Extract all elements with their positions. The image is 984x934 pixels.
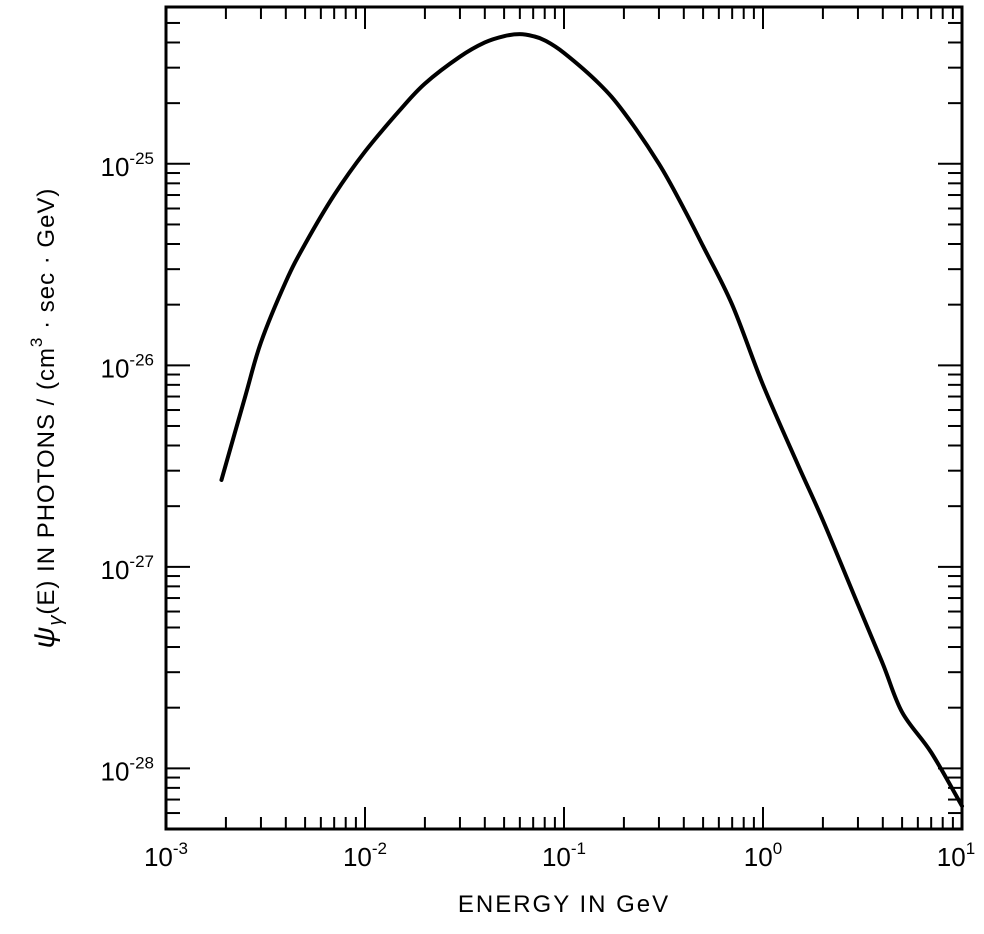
x-tick-label-1: 10-2 xyxy=(343,839,387,872)
y-tick-labels: 10-25 10-26 10-27 10-28 xyxy=(101,149,155,787)
y-tick-label-2: 10-27 xyxy=(101,552,155,585)
y-axis-label-sub: γ xyxy=(45,615,67,626)
x-tick-label-3: 100 xyxy=(744,839,782,872)
tick-marks xyxy=(165,7,963,830)
y-tick-label-3: 10-28 xyxy=(101,753,155,786)
y-tick-label-0: 10-25 xyxy=(101,149,155,182)
x-axis-label: ENERGY IN GeV xyxy=(458,891,670,918)
x-tick-label-4: 101 xyxy=(937,839,975,872)
series-group xyxy=(219,32,964,809)
y-tick-label-1: 10-26 xyxy=(101,350,155,383)
y-axis-label: ψγ(E) IN PHOTONS / (cm3 · sec · GeV) xyxy=(27,188,67,649)
x-tick-labels: 10-3 10-2 10-1 100 101 xyxy=(144,839,975,872)
plot-frame xyxy=(164,5,964,831)
y-axis-label-sup: 3 xyxy=(27,337,46,347)
x-tick-label-2: 10-1 xyxy=(542,839,586,872)
y-axis-label-psi: ψ xyxy=(28,626,61,649)
series-line-0 xyxy=(219,32,964,809)
y-axis-label-mid: (E) IN PHOTONS / (cm xyxy=(33,347,60,615)
x-tick-label-0: 10-3 xyxy=(144,839,188,872)
y-axis-label-tail: · sec · GeV) xyxy=(33,188,60,337)
